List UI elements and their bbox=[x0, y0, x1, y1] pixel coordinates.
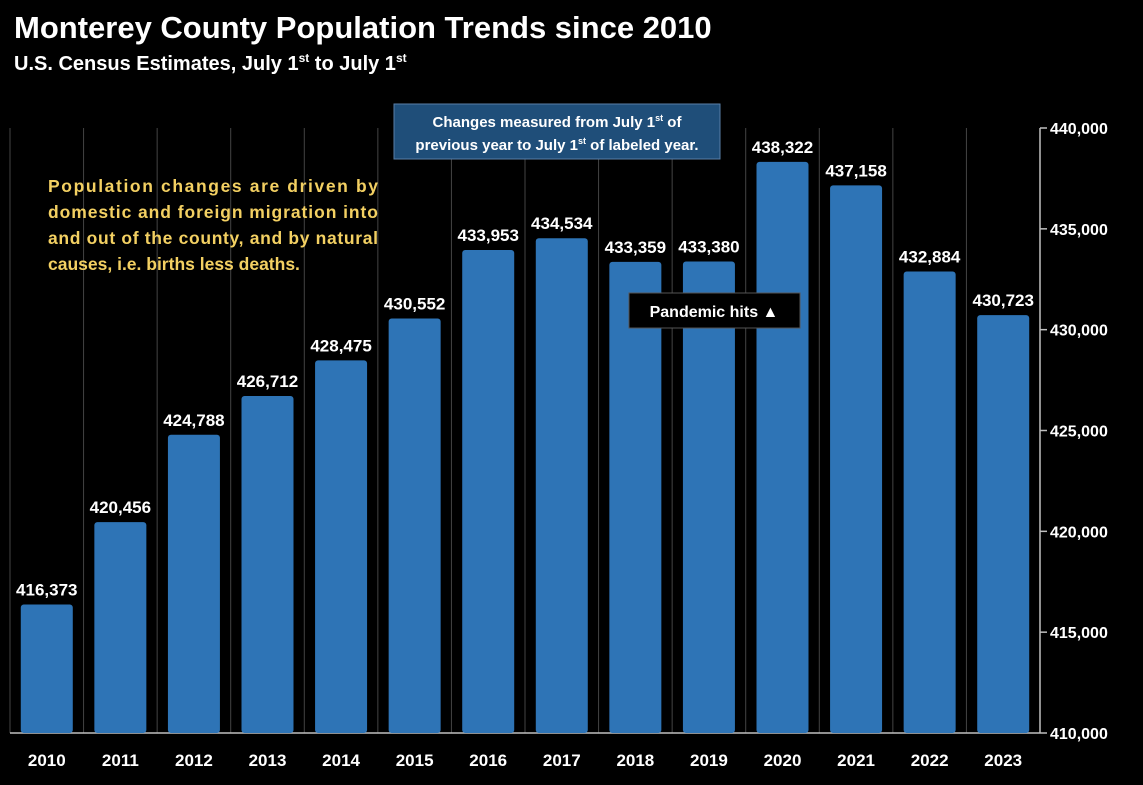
x-tick-2018: 2018 bbox=[616, 751, 654, 770]
data-label-2016: 433,953 bbox=[457, 226, 518, 245]
data-label-2012: 424,788 bbox=[163, 411, 224, 430]
bar-2013 bbox=[241, 395, 294, 733]
x-tick-2011: 2011 bbox=[102, 751, 139, 770]
bar-2018 bbox=[609, 261, 662, 733]
data-label-2015: 430,552 bbox=[384, 295, 445, 314]
measurement-note: Changes measured from July 1st of previo… bbox=[393, 103, 721, 160]
y-tick-label: 410,000 bbox=[1050, 726, 1108, 743]
x-tick-2010: 2010 bbox=[28, 751, 66, 770]
subtitle-part-1: U.S. Census Estimates, July 1 bbox=[14, 53, 299, 75]
y-tick-label: 430,000 bbox=[1050, 323, 1108, 340]
data-label-2021: 437,158 bbox=[825, 161, 886, 180]
bars bbox=[20, 161, 1030, 734]
note-line-2: previous year to July 1st of labeled yea… bbox=[415, 136, 698, 154]
y-tick-label: 440,000 bbox=[1050, 121, 1108, 138]
chart-subtitle: U.S. Census Estimates, July 1st to July … bbox=[14, 51, 407, 75]
bar-2023 bbox=[977, 315, 1030, 733]
data-label-2020: 438,322 bbox=[752, 138, 813, 157]
x-tick-2023: 2023 bbox=[984, 751, 1022, 770]
x-tick-2013: 2013 bbox=[249, 751, 287, 770]
note-line-1: Changes measured from July 1st of bbox=[433, 113, 683, 131]
explanation-line-4: causes, i.e. births less deaths. bbox=[48, 254, 300, 274]
pandemic-box bbox=[628, 292, 801, 329]
bar-2019 bbox=[682, 261, 735, 733]
explanation-line-2: domestic and foreign migration into bbox=[48, 202, 378, 222]
pandemic-callout: Pandemic hits ▲ bbox=[628, 292, 801, 329]
note-line-2-b: of labeled year. bbox=[586, 137, 699, 154]
note-line-2-a: previous year to July 1 bbox=[415, 137, 578, 154]
bar-2020 bbox=[756, 161, 809, 733]
y-tick-label: 415,000 bbox=[1050, 625, 1108, 642]
data-label-2022: 432,884 bbox=[899, 248, 961, 267]
y-tick-label: 435,000 bbox=[1050, 222, 1108, 239]
y-axis: 410,000 415,000 420,000 425,000 430,000 435,0… bbox=[1040, 121, 1108, 743]
subtitle-part-2: to July 1 bbox=[309, 53, 396, 75]
bar-2021 bbox=[830, 185, 883, 733]
x-tick-2019: 2019 bbox=[690, 751, 728, 770]
y-tick-label: 420,000 bbox=[1050, 524, 1108, 541]
bar-2016 bbox=[462, 249, 515, 734]
note-line-2-sup: st bbox=[578, 136, 586, 146]
explanation-text: Population changes are driven by domesti… bbox=[48, 176, 384, 274]
data-label-2017: 434,534 bbox=[531, 214, 593, 233]
data-label-2014: 428,475 bbox=[310, 336, 371, 355]
subtitle-sup-1: st bbox=[299, 51, 310, 65]
bar-2015 bbox=[388, 318, 441, 733]
bar-2022 bbox=[903, 271, 956, 733]
note-line-1-sup: st bbox=[655, 113, 663, 123]
data-label-2023: 430,723 bbox=[972, 291, 1033, 310]
chart-title: Monterey County Population Trends since … bbox=[14, 10, 712, 45]
x-tick-2014: 2014 bbox=[322, 751, 360, 770]
bar-2014 bbox=[315, 360, 368, 733]
bar-2010 bbox=[20, 604, 73, 733]
x-tick-2017: 2017 bbox=[543, 751, 581, 770]
explanation-line-3: and out of the county, and by natural bbox=[48, 228, 378, 248]
data-labels: 416,373 420,456 424,788 426,712 428,475 430,5… bbox=[16, 138, 1034, 600]
note-line-1-a: Changes measured from July 1 bbox=[433, 114, 656, 131]
x-tick-2015: 2015 bbox=[396, 751, 434, 770]
data-label-2019: 433,380 bbox=[678, 238, 739, 257]
x-tick-2021: 2021 bbox=[837, 751, 875, 770]
x-tick-2012: 2012 bbox=[175, 751, 213, 770]
note-line-1-b: of bbox=[663, 114, 682, 131]
x-tick-2022: 2022 bbox=[911, 751, 949, 770]
explanation-line-1: Population changes are driven by bbox=[48, 176, 378, 196]
bar-2017 bbox=[535, 238, 588, 733]
pandemic-label: Pandemic hits ▲ bbox=[650, 304, 779, 321]
data-label-2018: 433,359 bbox=[605, 238, 666, 257]
data-label-2011: 420,456 bbox=[90, 498, 151, 517]
x-tick-2016: 2016 bbox=[469, 751, 507, 770]
data-label-2013: 426,712 bbox=[237, 372, 298, 391]
note-box bbox=[393, 103, 721, 160]
x-axis: 2010 2011 2012 2013 2014 2015 2016 2017 2018 2019… bbox=[28, 751, 1022, 770]
y-tick-label: 425,000 bbox=[1050, 424, 1108, 441]
data-label-2010: 416,373 bbox=[16, 580, 77, 599]
x-tick-2020: 2020 bbox=[764, 751, 802, 770]
bar-2011 bbox=[94, 522, 147, 733]
subtitle-sup-2: st bbox=[396, 51, 407, 65]
bar-2012 bbox=[167, 434, 220, 733]
